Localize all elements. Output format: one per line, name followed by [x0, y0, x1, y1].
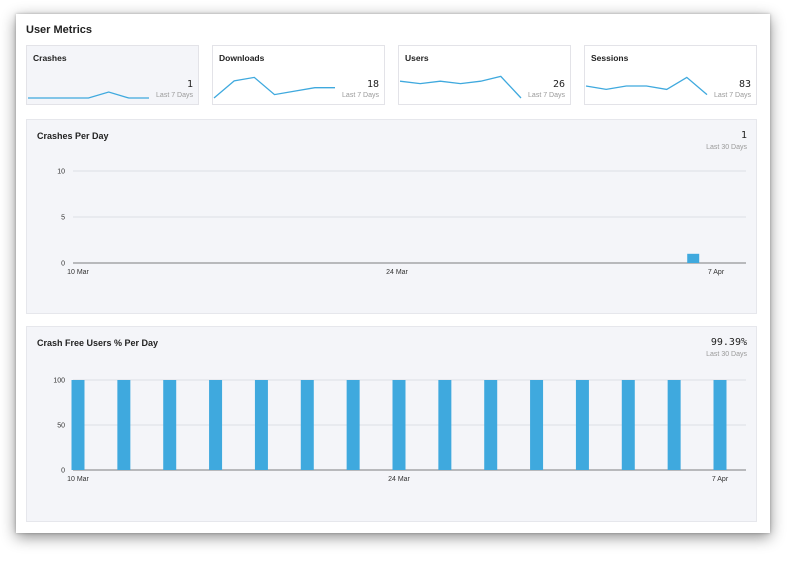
- chart-title: Crashes Per Day: [37, 131, 109, 141]
- card-users[interactable]: Users 26 Last 7 Days: [398, 45, 571, 105]
- card-period: Last 7 Days: [714, 92, 751, 99]
- bar[interactable]: [667, 380, 681, 470]
- y-tick-label: 50: [57, 423, 65, 430]
- card-value: 83: [738, 79, 751, 90]
- y-tick-label: 100: [53, 378, 65, 385]
- bar[interactable]: [713, 380, 727, 470]
- crash-free-users-panel: Crash Free Users % Per Day 99.39% Last 3…: [26, 326, 757, 522]
- bar[interactable]: [687, 253, 700, 263]
- card-sessions[interactable]: Sessions 83 Last 7 Days: [584, 45, 757, 105]
- card-period: Last 7 Days: [156, 92, 193, 99]
- sparkline-series: [28, 91, 149, 99]
- x-tick-label: 7 Apr: [708, 269, 725, 276]
- sparkline-series: [213, 76, 335, 99]
- card-title: Downloads: [219, 53, 265, 63]
- bar[interactable]: [209, 380, 223, 470]
- chart-summary-value: 99.39%: [710, 337, 747, 348]
- y-tick-label: 10: [57, 169, 65, 176]
- chart-summary-period: Last 30 Days: [706, 351, 747, 358]
- card-period: Last 7 Days: [342, 92, 379, 99]
- crashes-per-day-chart: 0 5 10 10 Mar 24 Mar 7 Apr: [57, 169, 746, 276]
- sparkline-series: [585, 76, 708, 96]
- card-value: 1: [186, 79, 193, 90]
- sparkline-series: [399, 75, 522, 99]
- bar[interactable]: [484, 380, 498, 470]
- bar[interactable]: [392, 380, 406, 470]
- y-tick-label: 0: [61, 468, 65, 475]
- crash-free-users-chart: 0 50 100 10 Mar 24 Mar 7 Apr: [53, 378, 746, 483]
- page-title: User Metrics: [26, 24, 93, 36]
- crashes-per-day-panel: Crashes Per Day 1 Last 30 Days 0 5 10 10 Ma…: [26, 119, 757, 314]
- x-tick-label: 10 Mar: [67, 476, 89, 483]
- x-tick-label: 24 Mar: [388, 476, 410, 483]
- x-tick-label: 10 Mar: [67, 269, 89, 276]
- chart-summary-value: 1: [740, 130, 747, 141]
- chart-summary-period: Last 30 Days: [706, 144, 747, 151]
- y-tick-label: 0: [61, 261, 65, 268]
- card-crashes[interactable]: Crashes 1 Last 7 Days: [26, 45, 199, 105]
- chart-title: Crash Free Users % Per Day: [37, 338, 159, 348]
- downloads-sparkline: [213, 76, 335, 99]
- bar[interactable]: [71, 380, 85, 470]
- bar[interactable]: [300, 380, 314, 470]
- bar[interactable]: [575, 380, 589, 470]
- bar[interactable]: [163, 380, 177, 470]
- crashes-sparkline: [28, 91, 149, 99]
- users-sparkline: [399, 75, 522, 99]
- bar[interactable]: [117, 380, 131, 470]
- sessions-sparkline: [585, 76, 708, 96]
- bar[interactable]: [530, 380, 544, 470]
- bar[interactable]: [254, 380, 268, 470]
- card-title: Crashes: [33, 53, 67, 63]
- card-title: Users: [405, 53, 429, 63]
- bar[interactable]: [438, 380, 452, 470]
- x-tick-label: 24 Mar: [386, 269, 408, 276]
- x-tick-label: 7 Apr: [712, 476, 729, 483]
- card-period: Last 7 Days: [528, 92, 565, 99]
- card-title: Sessions: [591, 53, 629, 63]
- bar[interactable]: [346, 380, 360, 470]
- card-value: 18: [366, 79, 379, 90]
- y-tick-label: 5: [61, 215, 65, 222]
- bar[interactable]: [621, 380, 635, 470]
- card-downloads[interactable]: Downloads 18 Last 7 Days: [212, 45, 385, 105]
- card-value: 26: [552, 79, 565, 90]
